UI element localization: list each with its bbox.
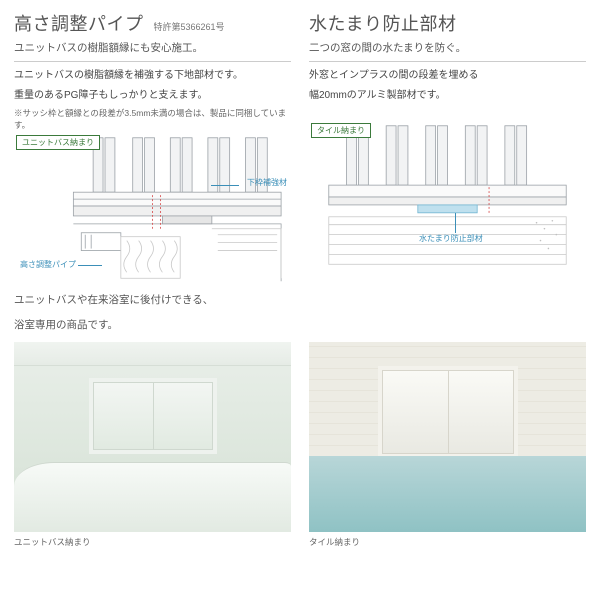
left-body-1: ユニットバスの樹脂額縁を補強する下地部材です。	[14, 68, 291, 84]
right-callout: 水たまり防止部材	[419, 233, 483, 244]
photo-caption-2: タイル納まり	[309, 536, 586, 548]
callout-line-v	[455, 213, 456, 233]
left-title-row: 高さ調整パイプ 特許第5366261号	[14, 10, 291, 36]
right-column: 水たまり防止部材 二つの窓の間の水たまりを防ぐ。 外窓とインプラスの間の段差を埋…	[309, 10, 586, 282]
right-tag: タイル納まり	[311, 123, 371, 138]
right-title-row: 水たまり防止部材	[309, 10, 586, 36]
right-body-1: 外窓とインプラスの間の段差を埋める	[309, 68, 586, 84]
left-subtitle: ユニットバスの樹脂額縁にも安心施工。	[14, 40, 291, 55]
left-column: 高さ調整パイプ 特許第5366261号 ユニットバスの樹脂額縁にも安心施工。 ユ…	[14, 10, 291, 282]
patent-number: 特許第5366261号	[154, 20, 225, 33]
divider	[14, 61, 291, 62]
photo-caption-1: ユニットバス納まり	[14, 536, 291, 548]
photo-row: ユニットバス納まり タイル納まり	[14, 342, 586, 548]
divider	[309, 61, 586, 62]
right-subtitle: 二つの窓の間の水たまりを防ぐ。	[309, 40, 586, 55]
left-tag: ユニットバス納まり	[16, 135, 100, 150]
right-title: 水たまり防止部材	[309, 10, 456, 36]
left-diagram: ユニットバス納まり	[14, 137, 291, 282]
left-body-2: 重量のあるPG障子もしっかりと支えます。	[14, 88, 291, 104]
lower-text-1: ユニットバスや在来浴室に後付けできる、	[14, 292, 586, 309]
photo-col-1: ユニットバス納まり	[14, 342, 291, 548]
photo-tile-bath	[309, 342, 586, 532]
photo-col-2: タイル納まり	[309, 342, 586, 548]
right-body-2: 幅20mmのアルミ製部材です。	[309, 88, 586, 104]
left-title: 高さ調整パイプ	[14, 10, 144, 36]
right-diagram-svg	[309, 125, 586, 270]
lower-text-2: 浴室専用の商品です。	[14, 317, 586, 334]
left-note: ※サッシ枠と額縁との段差が3.5mm未満の場合は、製品に同梱しています。	[14, 107, 291, 131]
left-callout-bottom: 高さ調整パイプ	[20, 259, 76, 270]
lower-section: ユニットバスや在来浴室に後付けできる、 浴室専用の商品です。 ユニットバス納まり…	[0, 288, 600, 548]
photo-unit-bath	[14, 342, 291, 532]
left-callout-top: 下枠補強材	[247, 177, 287, 188]
right-diagram: タイル納まり	[309, 125, 586, 270]
callout-line	[78, 265, 102, 266]
callout-line	[211, 185, 239, 186]
